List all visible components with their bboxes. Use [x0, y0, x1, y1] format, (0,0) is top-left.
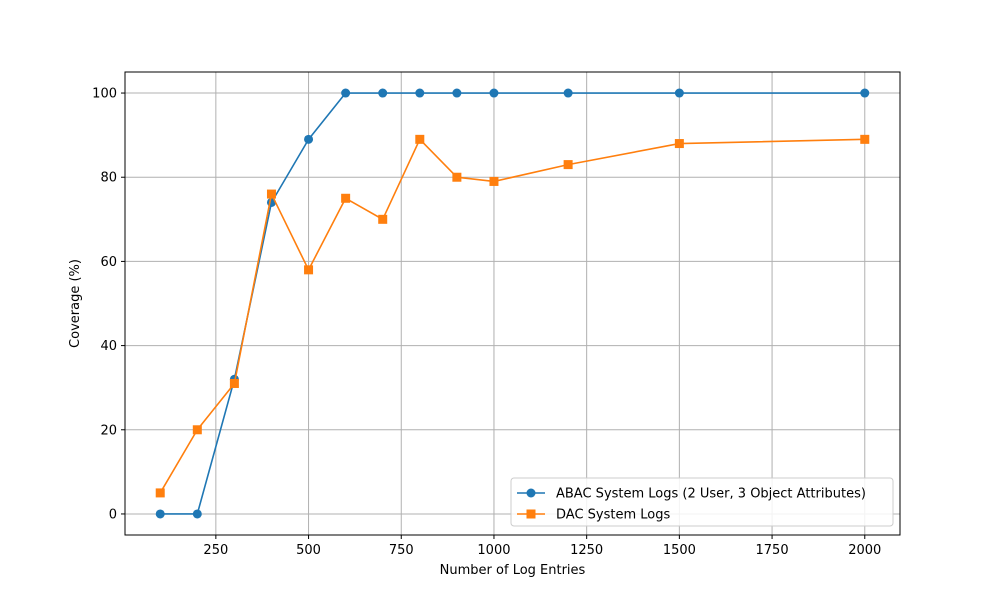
- series-2: [155, 134, 870, 498]
- x-axis-label: Number of Log Entries: [440, 563, 586, 578]
- x-tick-label: 1500: [663, 543, 696, 558]
- data-point: [563, 88, 573, 98]
- data-point: [378, 214, 388, 224]
- series-1: [155, 88, 870, 519]
- data-point: [192, 509, 202, 519]
- data-point: [378, 88, 388, 98]
- legend-label: ABAC System Logs (2 User, 3 Object Attri…: [556, 487, 866, 502]
- y-tick-label: 40: [100, 339, 117, 354]
- data-point: [341, 193, 351, 203]
- legend-marker: [526, 509, 536, 519]
- data-point: [229, 378, 239, 388]
- data-point: [341, 88, 351, 98]
- data-point: [415, 134, 425, 144]
- x-tick-label: 1000: [477, 543, 510, 558]
- data-point: [304, 134, 314, 144]
- x-tick-label: 750: [389, 543, 414, 558]
- x-tick-label: 2000: [848, 543, 881, 558]
- data-point: [489, 88, 499, 98]
- data-point: [304, 265, 314, 275]
- series-line: [159, 138, 865, 494]
- data-point: [266, 189, 276, 199]
- ticks: 250 500 750 1000 1250 1500 1750 2000 0 20 40 60 80 10…: [92, 87, 881, 558]
- x-tick-label: 500: [296, 543, 321, 558]
- x-tick-label: 250: [203, 543, 228, 558]
- y-tick-label: 80: [100, 171, 117, 186]
- data-point: [415, 88, 425, 98]
- y-tick-label: 100: [92, 87, 117, 102]
- y-tick-label: 60: [100, 255, 117, 270]
- legend-marker: [526, 488, 536, 498]
- data-point: [192, 425, 202, 435]
- data-point: [452, 88, 462, 98]
- y-tick-label: 0: [109, 507, 117, 522]
- x-tick-label: 1250: [570, 543, 603, 558]
- y-tick-label: 20: [100, 423, 117, 438]
- data-point: [563, 160, 573, 170]
- legend-label: DAC System Logs: [556, 508, 670, 523]
- data-point: [674, 139, 684, 149]
- data-point: [155, 509, 165, 519]
- series-layer: [155, 88, 870, 519]
- data-point: [860, 134, 870, 144]
- data-point: [155, 488, 165, 498]
- data-point: [489, 176, 499, 186]
- legend-box: [510, 477, 894, 527]
- y-axis-label: Coverage (%): [68, 259, 83, 348]
- legend: ABAC System Logs (2 User, 3 Object Attri…: [510, 477, 894, 527]
- data-point: [452, 172, 462, 182]
- series-line: [160, 92, 865, 515]
- x-tick-label: 1750: [756, 543, 789, 558]
- data-point: [860, 88, 870, 98]
- plot-frame: [124, 71, 901, 536]
- data-point: [674, 88, 684, 98]
